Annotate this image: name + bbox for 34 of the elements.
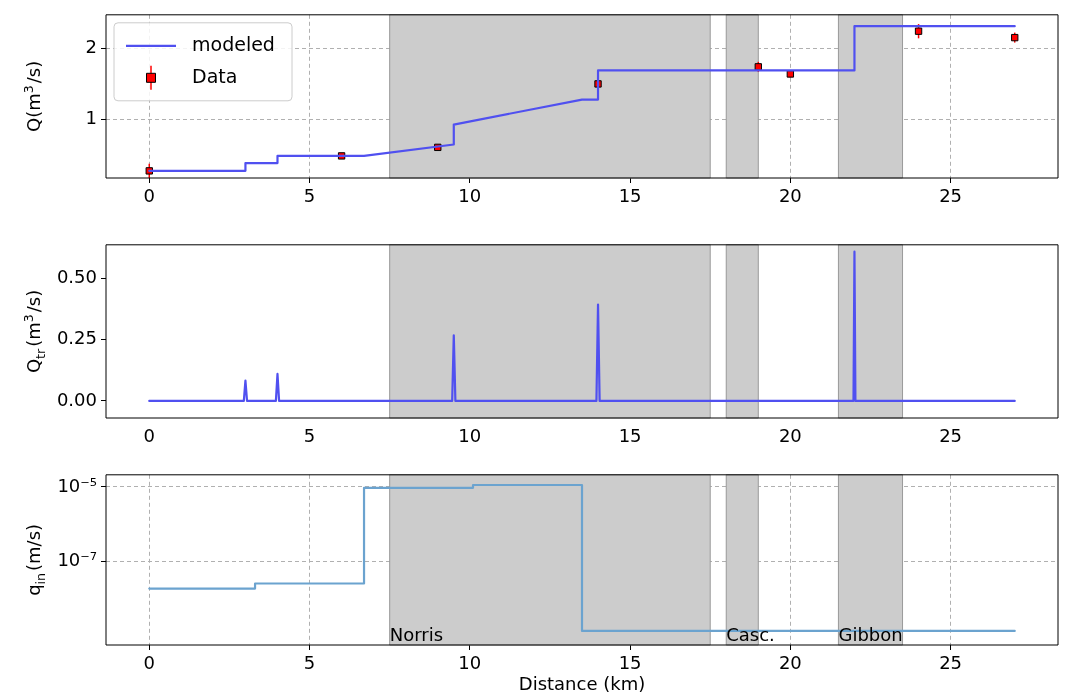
y-tick-label: 10⁻⁷ xyxy=(57,549,97,571)
y-tick-label: 2 xyxy=(85,35,97,57)
x-tick-label: 15 xyxy=(618,425,642,447)
x-tick-label: 10 xyxy=(458,185,482,207)
x-axis-title: Distance (km) xyxy=(518,672,646,694)
x-tick-label: 5 xyxy=(303,652,316,674)
x-tick-label: 10 xyxy=(458,425,482,447)
band-label: Gibbon xyxy=(838,624,903,645)
y-tick-label: 0.25 xyxy=(56,327,97,349)
x-tick-label: 5 xyxy=(303,425,316,447)
x-tick-label: 10 xyxy=(458,652,482,674)
x-tick-label: 25 xyxy=(939,185,963,207)
x-tick-label: 0 xyxy=(143,185,155,207)
y-tick-label: 10⁻⁵ xyxy=(57,474,97,496)
x-tick-label: 20 xyxy=(778,425,802,447)
y-axis-title: Qtr(m3/s) xyxy=(20,289,48,374)
x-tick-label: 25 xyxy=(939,425,963,447)
legend-label: Data xyxy=(192,64,238,87)
y-axis-title: Q(m3/s) xyxy=(20,60,44,132)
band-label: Norris xyxy=(389,624,444,645)
x-tick-label: 20 xyxy=(778,652,802,674)
x-tick-label: 15 xyxy=(618,652,642,674)
y-tick-label: 0.50 xyxy=(56,266,97,288)
x-tick-label: 20 xyxy=(778,185,802,207)
x-tick-label: 15 xyxy=(618,185,642,207)
x-tick-label: 25 xyxy=(939,652,963,674)
x-tick-label: 0 xyxy=(143,652,155,674)
y-tick-label: 1 xyxy=(85,107,97,129)
x-tick-label: 0 xyxy=(143,425,155,447)
y-tick-label: 0.00 xyxy=(56,388,97,410)
band-label: Casc. xyxy=(726,624,775,645)
x-tick-label: 5 xyxy=(303,185,316,207)
y-axis-title: qin(m/s) xyxy=(23,523,48,596)
legend-label: modeled xyxy=(192,32,275,55)
